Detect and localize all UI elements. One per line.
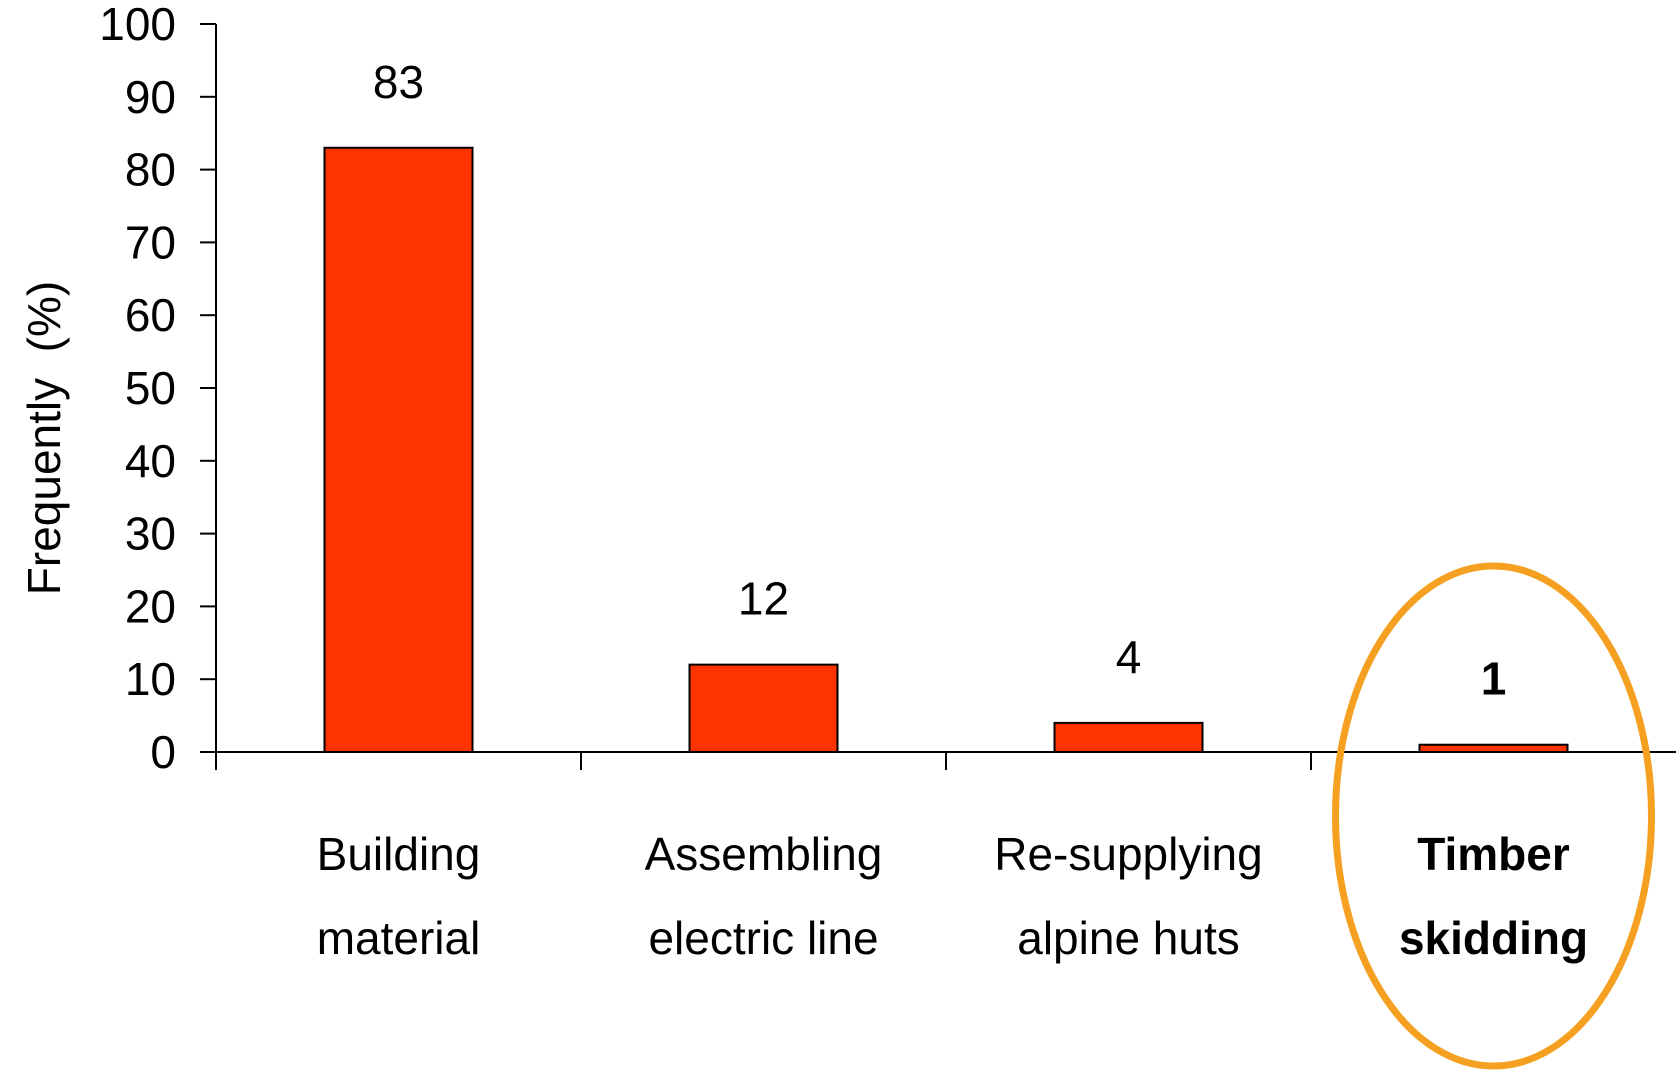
bar	[1418, 743, 1569, 753]
data-label: 1	[1481, 653, 1507, 705]
category-label-line: skidding	[1399, 912, 1588, 964]
y-tick-label: 90	[125, 71, 176, 123]
y-tick-label: 0	[150, 726, 176, 778]
bar	[1053, 721, 1204, 754]
y-tick-label: 40	[125, 435, 176, 487]
category-label-line: electric line	[648, 912, 878, 964]
category-label-line: material	[317, 912, 481, 964]
category-label-line: Building	[317, 828, 481, 880]
data-label: 12	[738, 573, 789, 625]
category-labels: Building material Assembling electric line R…	[317, 828, 1588, 964]
category-label-line: Re-supplying	[994, 828, 1262, 880]
y-axis-title: Frequently (%)	[18, 281, 70, 595]
category-label: Timber skidding	[1399, 828, 1588, 964]
y-tick-label: 70	[125, 216, 176, 268]
y-axis: 0 10 20 30 40 50 60 70 80 90 100	[99, 0, 217, 778]
highlight	[1332, 562, 1655, 1070]
y-tick-label: 30	[125, 508, 176, 560]
data-label: 83	[373, 56, 424, 108]
y-tick-label: 100	[99, 0, 176, 50]
data-label: 4	[1116, 631, 1142, 683]
y-tick-label: 10	[125, 653, 176, 705]
y-tick-label: 50	[125, 362, 176, 414]
highlight-ellipse	[1332, 562, 1655, 1070]
bar	[323, 146, 474, 753]
y-tick-label: 20	[125, 580, 176, 632]
bar	[688, 663, 839, 754]
category-label-line: alpine huts	[1017, 912, 1240, 964]
category-label: Re-supplying alpine huts	[994, 828, 1262, 964]
x-axis	[215, 751, 1676, 770]
category-label-line: Timber	[1417, 828, 1570, 880]
category-label-line: Assembling	[645, 828, 883, 880]
data-labels: 83 12 4 1	[373, 56, 1506, 705]
bars	[323, 146, 1569, 754]
category-label: Assembling electric line	[645, 828, 883, 964]
y-tick-label: 80	[125, 144, 176, 196]
y-tick-label: 60	[125, 289, 176, 341]
category-label: Building material	[317, 828, 481, 964]
